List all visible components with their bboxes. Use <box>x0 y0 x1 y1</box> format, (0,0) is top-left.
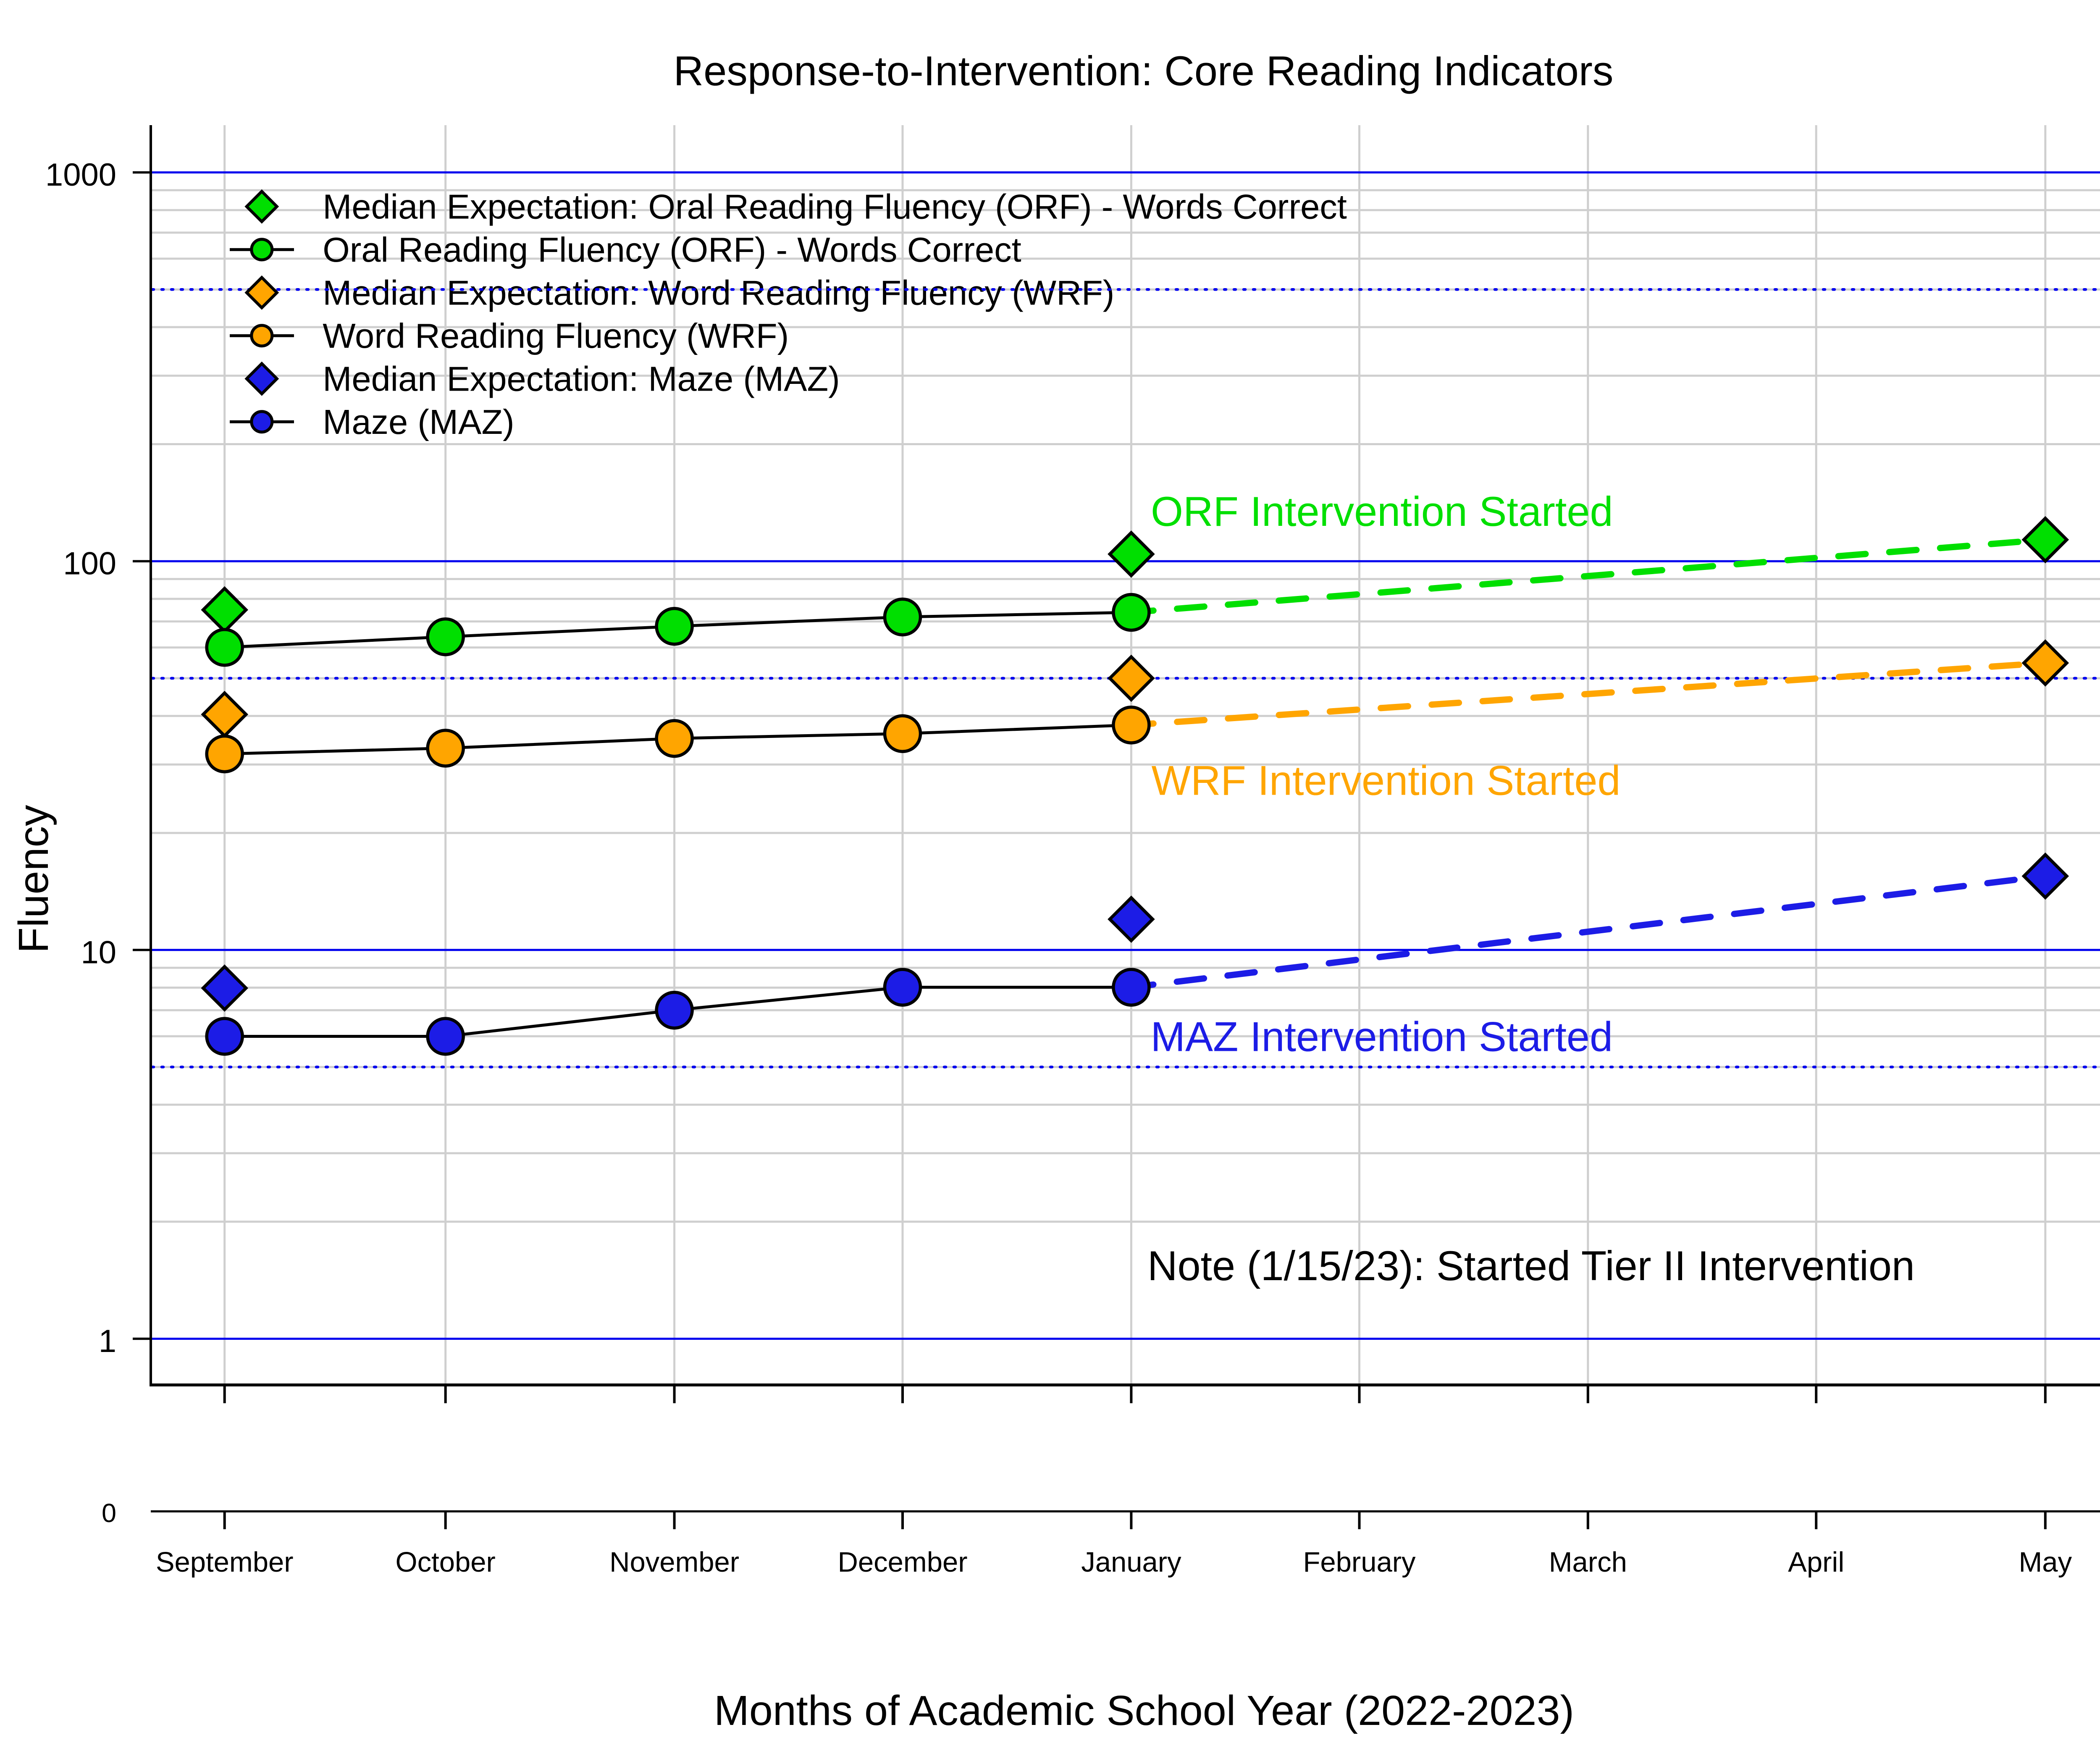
svg-text:Months of Academic School Year: Months of Academic School Year (2022-202… <box>714 1687 1574 1734</box>
svg-text:December: December <box>837 1546 967 1578</box>
svg-text:10: 10 <box>81 934 116 970</box>
svg-text:Median Expectation: Word Readi: Median Expectation: Word Reading Fluency… <box>323 273 1114 312</box>
svg-text:Oral Reading Fluency (ORF) - W: Oral Reading Fluency (ORF) - Words Corre… <box>323 230 1021 269</box>
svg-text:October: October <box>396 1546 496 1578</box>
svg-text:1000: 1000 <box>45 157 116 193</box>
svg-text:WRF Intervention Started: WRF Intervention Started <box>1152 757 1621 803</box>
svg-text:February: February <box>1303 1546 1416 1578</box>
svg-text:Word Reading Fluency (WRF): Word Reading Fluency (WRF) <box>323 316 789 355</box>
svg-text:Note (1/15/23): Started Tier I: Note (1/15/23): Started Tier II Interven… <box>1147 1242 1915 1289</box>
svg-text:May: May <box>2019 1546 2072 1578</box>
svg-text:Response-to-Intervention: Core: Response-to-Intervention: Core Reading I… <box>674 47 1614 94</box>
svg-text:Maze (MAZ): Maze (MAZ) <box>323 402 514 441</box>
svg-text:1: 1 <box>99 1323 116 1359</box>
svg-text:ORF Intervention Started: ORF Intervention Started <box>1151 488 1613 535</box>
svg-text:MAZ Intervention Started: MAZ Intervention Started <box>1151 1013 1613 1060</box>
svg-text:Median Expectation: Oral Readi: Median Expectation: Oral Reading Fluency… <box>323 187 1347 226</box>
svg-text:0: 0 <box>102 1499 116 1528</box>
svg-text:Fluency: Fluency <box>10 805 57 953</box>
svg-text:November: November <box>609 1546 739 1578</box>
svg-text:100: 100 <box>63 546 116 582</box>
svg-text:September: September <box>156 1546 294 1578</box>
svg-text:March: March <box>1549 1546 1627 1578</box>
svg-text:Median Expectation: Maze (MAZ): Median Expectation: Maze (MAZ) <box>323 360 840 399</box>
svg-text:April: April <box>1788 1546 1844 1578</box>
svg-text:January: January <box>1081 1546 1181 1578</box>
